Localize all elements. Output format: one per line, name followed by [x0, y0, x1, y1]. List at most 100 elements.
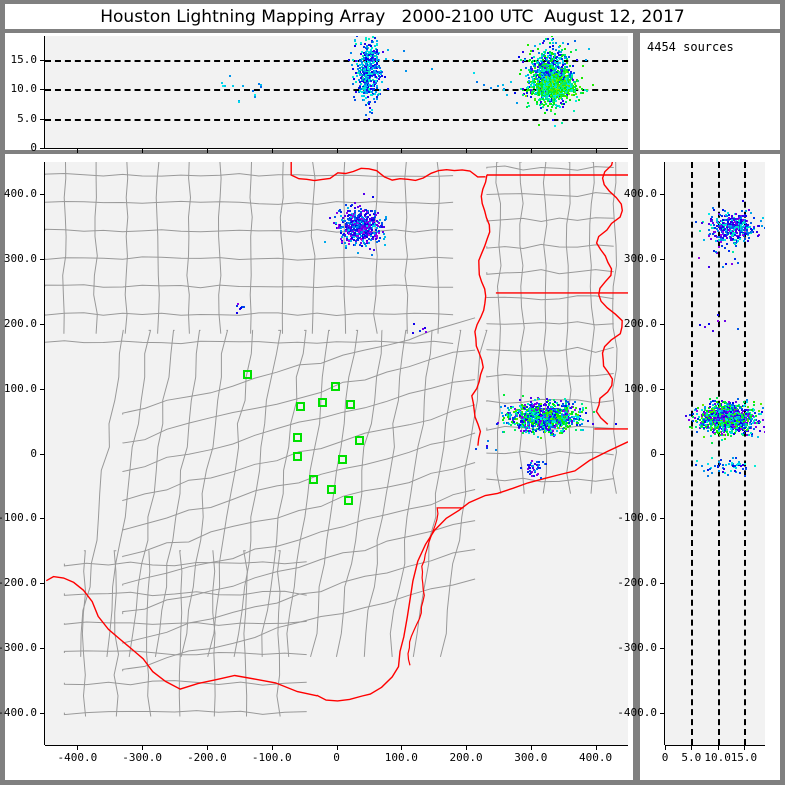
- lightning-source-point: [374, 72, 377, 75]
- lightning-source-point: [536, 103, 539, 105]
- lightning-source-point: [734, 233, 737, 236]
- lightning-source-point: [542, 42, 545, 45]
- lightning-source-point: [354, 213, 357, 216]
- lightning-source-point: [391, 59, 394, 62]
- lightning-source-point: [347, 215, 350, 218]
- lightning-source-point: [578, 86, 581, 89]
- lightning-source-point: [574, 83, 577, 86]
- lightning-source-point: [355, 224, 358, 227]
- lightning-source-point: [559, 95, 562, 97]
- lightning-source-point: [528, 80, 531, 83]
- lightning-source-point: [563, 87, 566, 90]
- lightning-source-point: [554, 84, 557, 87]
- lightning-source-point: [752, 404, 755, 407]
- lightning-source-point: [367, 95, 370, 98]
- lightning-source-point: [549, 428, 552, 430]
- county-border: [155, 162, 160, 334]
- map-geography: [45, 162, 628, 717]
- lightning-source-point: [746, 398, 749, 401]
- lightning-source-point: [360, 61, 363, 63]
- lightning-source-point: [379, 219, 382, 222]
- lightning-source-point: [366, 87, 369, 90]
- axis-tick-label: 400.0: [3, 187, 37, 201]
- lightning-source-point: [372, 248, 375, 251]
- lightning-source-point: [496, 85, 499, 88]
- lightning-source-point: [373, 93, 376, 96]
- lightning-source-point: [543, 54, 546, 57]
- lightning-source-point: [350, 212, 353, 215]
- lightning-source-point: [509, 424, 512, 427]
- axis-tick: [40, 323, 45, 325]
- lightning-source-point: [555, 73, 558, 76]
- lightning-source-point: [727, 225, 730, 228]
- lightning-source-point: [743, 222, 746, 225]
- lightning-source-point: [379, 76, 382, 78]
- lightning-source-point: [552, 38, 554, 41]
- lightning-source-point: [538, 75, 541, 78]
- lightning-source-point: [521, 87, 524, 90]
- lightning-source-point: [373, 219, 376, 222]
- lightning-source-point: [372, 80, 375, 83]
- lightning-source-point: [373, 59, 376, 62]
- lightning-source-point: [367, 84, 370, 87]
- lightning-source-point: [529, 467, 532, 469]
- lightning-source-point: [554, 88, 557, 91]
- lightning-source-point: [376, 65, 379, 68]
- lightning-source-point: [357, 228, 360, 230]
- lightning-source-point: [746, 400, 749, 403]
- lightning-source-point: [756, 234, 759, 237]
- lightning-source-point: [475, 80, 478, 83]
- axis-tick-label: 200.0: [449, 751, 483, 764]
- lightning-source-point: [555, 103, 558, 106]
- lightning-source-point: [378, 229, 381, 232]
- axis-tick: [142, 148, 144, 153]
- lightning-source-point: [231, 85, 234, 88]
- lightning-source-point: [364, 224, 367, 227]
- lightning-source-point: [361, 73, 364, 76]
- axis-tick-label: -200.0: [187, 751, 227, 764]
- lightning-source-point: [538, 51, 541, 54]
- lightning-source-point: [354, 206, 357, 209]
- lightning-source-point: [570, 406, 573, 409]
- lightning-source-point: [546, 68, 549, 71]
- lightning-source-point: [554, 78, 557, 81]
- lightning-source-point: [563, 72, 566, 75]
- lightning-source-point: [372, 66, 375, 69]
- lightning-source-point: [347, 229, 349, 232]
- lightning-source-point: [365, 57, 368, 59]
- lightning-source-point: [343, 214, 346, 217]
- lightning-source-point: [561, 80, 564, 83]
- lightning-source-point: [367, 237, 370, 240]
- lightning-source-point: [556, 411, 559, 414]
- lightning-source-point: [550, 405, 553, 408]
- lightning-source-point: [511, 421, 514, 424]
- lightning-source-point: [570, 85, 572, 88]
- lightning-source-point: [747, 232, 750, 235]
- axis-tick: [40, 118, 45, 120]
- lightning-source-point: [548, 73, 551, 76]
- lightning-source-point: [561, 86, 564, 89]
- lightning-source-point: [360, 231, 363, 234]
- lightning-source-point: [560, 89, 562, 92]
- lightning-source-point: [375, 220, 378, 223]
- lightning-source-point: [374, 74, 377, 77]
- lightning-source-point: [339, 210, 342, 213]
- lightning-source-point: [355, 222, 358, 224]
- lightning-source-point: [556, 58, 559, 61]
- lightning-source-point: [535, 62, 538, 65]
- lightning-source-point: [737, 398, 740, 401]
- grid-line: [691, 162, 694, 745]
- axis-tick-label: 10.0: [10, 82, 38, 96]
- lightning-source-point: [568, 80, 571, 83]
- lightning-source-point: [758, 410, 760, 412]
- lightning-source-point: [568, 68, 571, 71]
- lightning-source-point: [526, 106, 529, 109]
- axis-tick: [206, 745, 208, 750]
- lightning-source-point: [551, 429, 554, 432]
- lightning-source-point: [529, 59, 532, 61]
- lightning-source-point: [381, 223, 384, 226]
- lightning-source-point: [547, 405, 549, 408]
- lightning-source-point: [368, 102, 371, 105]
- lightning-source-point: [742, 226, 744, 229]
- lightning-source-point: [372, 213, 375, 216]
